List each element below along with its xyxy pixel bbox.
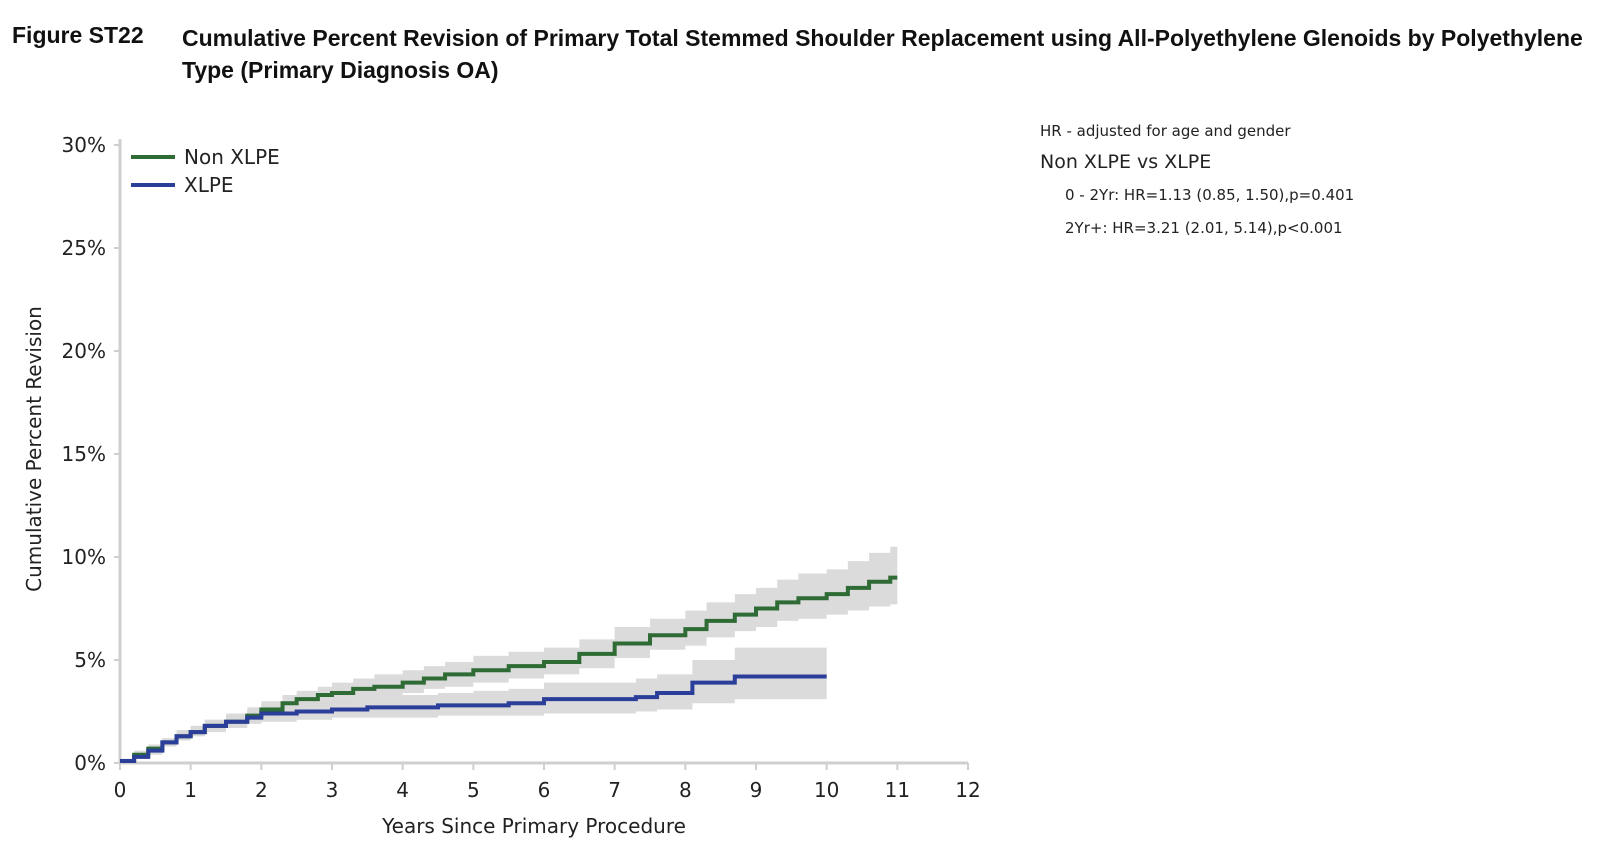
x-tick-label: 3: [326, 778, 339, 802]
x-tick-label: 10: [814, 778, 839, 802]
y-tick-label: 30%: [62, 133, 106, 157]
hr-line-early: 0 - 2Yr: HR=1.13 (0.85, 1.50),p=0.401: [1065, 186, 1355, 204]
hr-line-late: 2Yr+: HR=3.21 (2.01, 5.14),p<0.001: [1065, 219, 1343, 237]
series-line-xlpe: [120, 674, 827, 763]
ci-band-non-xlpe: [120, 546, 898, 763]
y-tick-label: 20%: [62, 339, 106, 363]
x-tick-label: 7: [608, 778, 621, 802]
hr-adjustment-note: HR - adjusted for age and gender: [1040, 122, 1291, 140]
x-tick-label: 12: [955, 778, 980, 802]
y-tick-label: 0%: [74, 751, 106, 775]
x-tick-label: 2: [255, 778, 268, 802]
x-tick-label: 8: [679, 778, 692, 802]
x-tick-label: 9: [750, 778, 763, 802]
x-tick-label: 5: [467, 778, 480, 802]
figure-title: Cumulative Percent Revision of Primary T…: [182, 25, 1583, 83]
hr-panel: HR - adjusted for age and gender Non XLP…: [1040, 122, 1354, 237]
x-tick-label: 4: [396, 778, 409, 802]
y-tick-label: 25%: [62, 236, 106, 260]
figure-label: Figure ST22: [12, 22, 144, 48]
legend-label-non-xlpe: Non XLPE: [184, 145, 280, 169]
legend-label-xlpe: XLPE: [184, 173, 234, 197]
hr-comparison: Non XLPE vs XLPE: [1040, 151, 1212, 173]
x-tick-label: 6: [538, 778, 551, 802]
x-tick-label: 1: [184, 778, 197, 802]
y-tick-label: 15%: [62, 442, 106, 466]
y-tick-label: 5%: [74, 648, 106, 672]
x-tick-label: 11: [885, 778, 910, 802]
y-tick-label: 10%: [62, 545, 106, 569]
x-axis-title: Years Since Primary Procedure: [381, 814, 686, 838]
y-axis-title: Cumulative Percent Revision: [22, 306, 46, 592]
x-tick-label: 0: [114, 778, 127, 802]
